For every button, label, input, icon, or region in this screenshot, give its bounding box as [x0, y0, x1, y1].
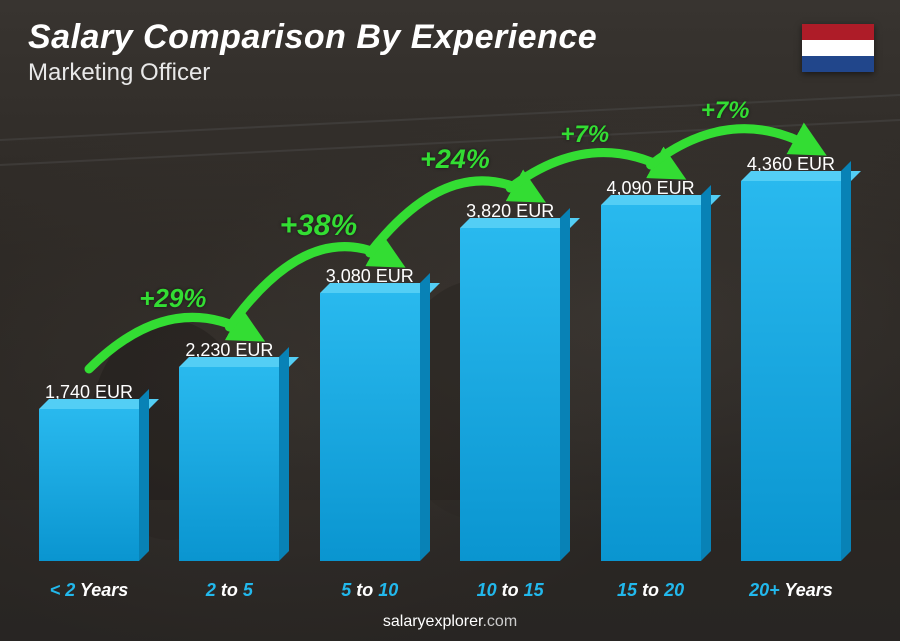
flag-stripe-red: [802, 24, 874, 40]
x-axis-labels: < 2 Years 2 to 5 5 to 10 10 to 15 15 to 20 20…: [30, 580, 850, 601]
x-axis-label: 10 to 15: [451, 580, 569, 601]
chart-subtitle: Marketing Officer: [28, 59, 597, 87]
x-axis-label: 5 to 10: [311, 580, 429, 601]
header: Salary Comparison By Experience Marketin…: [28, 18, 597, 87]
chart-title: Salary Comparison By Experience: [28, 18, 597, 57]
footer-attribution: salaryexplorer.com: [0, 613, 900, 631]
bar: [460, 228, 560, 561]
bar: [601, 205, 701, 561]
bar: [741, 181, 841, 561]
bar-slot: 3,080 EUR: [311, 266, 429, 561]
bar-chart: 1,740 EUR2,230 EUR3,080 EUR3,820 EUR4,09…: [30, 120, 850, 561]
flag-stripe-white: [802, 40, 874, 56]
bar-slot: 4,090 EUR: [592, 178, 710, 561]
bar-slot: 4,360 EUR: [732, 154, 850, 561]
country-flag-netherlands: [802, 24, 874, 72]
bar-slot: 3,820 EUR: [451, 201, 569, 561]
bar-slot: 1,740 EUR: [30, 382, 148, 561]
x-axis-label: 20+ Years: [732, 580, 850, 601]
footer-brand: salaryexplorer: [383, 613, 483, 630]
flag-stripe-blue: [802, 56, 874, 72]
bar-slot: 2,230 EUR: [170, 340, 288, 561]
bar: [320, 293, 420, 561]
bar: [39, 409, 139, 561]
x-axis-label: 2 to 5: [170, 580, 288, 601]
bar: [179, 367, 279, 561]
x-axis-label: < 2 Years: [30, 580, 148, 601]
x-axis-label: 15 to 20: [592, 580, 710, 601]
footer-tld: .com: [482, 613, 517, 630]
